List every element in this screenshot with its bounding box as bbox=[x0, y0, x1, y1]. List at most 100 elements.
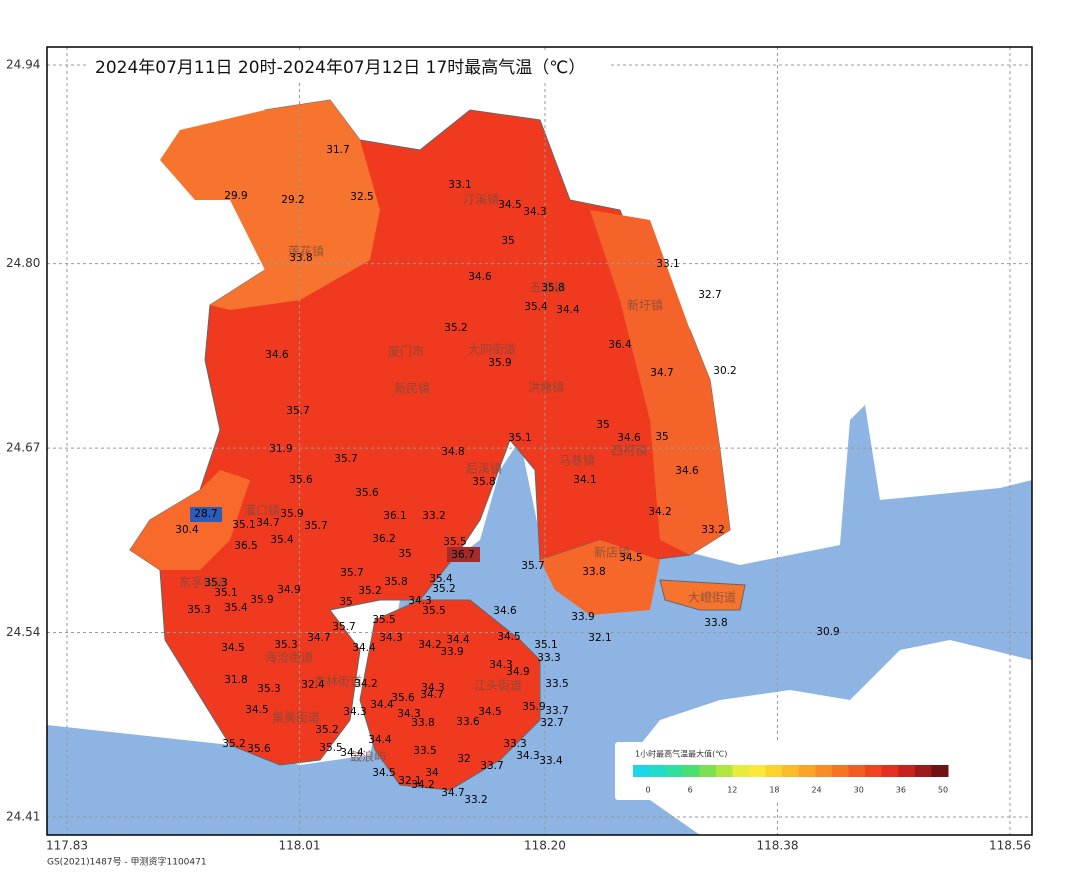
legend-swatch bbox=[865, 765, 883, 777]
place-name: 江头街道 bbox=[474, 679, 522, 693]
y-tick-label: 24.67 bbox=[6, 441, 40, 455]
legend-swatch bbox=[798, 765, 816, 777]
station-value: 35.3 bbox=[274, 639, 297, 651]
legend-tick: 36 bbox=[896, 786, 906, 795]
legend-swatch bbox=[649, 765, 667, 777]
place-name: 新民镇 bbox=[394, 381, 430, 396]
station-value: 33.5 bbox=[545, 678, 568, 690]
station-value: 34.5 bbox=[372, 767, 395, 779]
station-value: 32.1 bbox=[398, 775, 421, 787]
station-value: 34.3 bbox=[516, 750, 539, 762]
station-value: 35.1 bbox=[214, 587, 237, 599]
legend-swatch bbox=[881, 765, 899, 777]
station-value: 32.4 bbox=[301, 679, 325, 691]
station-value: 35.1 bbox=[534, 639, 557, 651]
station-value: 31.7 bbox=[326, 144, 349, 156]
cold-cell bbox=[190, 507, 222, 522]
station-value: 35.7 bbox=[286, 405, 309, 417]
station-value: 35.7 bbox=[334, 453, 357, 465]
station-value: 35.4 bbox=[270, 534, 294, 546]
north-orange bbox=[160, 100, 380, 310]
legend-tick: 50 bbox=[938, 786, 948, 795]
xiamen-island bbox=[359, 599, 541, 791]
station-value: 35 bbox=[339, 596, 352, 608]
station-value: 36.4 bbox=[608, 339, 632, 351]
legend-tick: 18 bbox=[769, 786, 779, 795]
station-value: 35.7 bbox=[340, 567, 363, 579]
place-name: 新圩镇 bbox=[627, 298, 663, 313]
station-value: 35.4 bbox=[224, 602, 248, 614]
legend-swatch bbox=[848, 765, 866, 777]
legend-swatch bbox=[732, 765, 750, 777]
place-name: 集美街道 bbox=[272, 710, 320, 725]
station-value: 35.7 bbox=[521, 560, 544, 572]
station-value: 34.2 bbox=[411, 779, 434, 791]
station-value: 35.2 bbox=[222, 738, 245, 750]
x-tick-label: 118.01 bbox=[279, 839, 321, 853]
station-value: 35.6 bbox=[247, 743, 271, 755]
x-tick-label: 118.20 bbox=[524, 839, 566, 853]
station-value: 34.5 bbox=[619, 552, 642, 564]
station-value: 29.9 bbox=[224, 190, 247, 202]
station-value: 33.7 bbox=[545, 705, 568, 717]
station-value: 34 bbox=[425, 767, 439, 779]
place-name: 五显镇 bbox=[530, 281, 566, 295]
title-bg bbox=[88, 52, 608, 82]
station-value: 34.6 bbox=[675, 465, 699, 477]
station-value: 34.3 bbox=[421, 682, 444, 694]
place-name: 新店镇 bbox=[594, 545, 630, 560]
station-value: 31.9 bbox=[269, 443, 292, 455]
station-value: 33.9 bbox=[440, 646, 463, 658]
station-value: 29.2 bbox=[281, 194, 304, 206]
station-value: 32.7 bbox=[698, 289, 721, 301]
station-value: 35.4 bbox=[524, 301, 548, 313]
station-value: 33.1 bbox=[656, 258, 679, 270]
station-value: 32.1 bbox=[588, 632, 611, 644]
station-value: 33.4 bbox=[539, 755, 563, 767]
station-value: 35.3 bbox=[204, 577, 227, 589]
east-orange bbox=[590, 210, 730, 555]
station-value: 35.1 bbox=[508, 432, 531, 444]
place-name: 马巷镇 bbox=[559, 454, 595, 468]
station-value: 35.9 bbox=[280, 508, 303, 520]
place-name: 莲花镇 bbox=[288, 244, 324, 259]
legend-swatch bbox=[898, 765, 916, 777]
station-value: 35.1 bbox=[232, 519, 255, 531]
place-name: 杏林街道 bbox=[314, 675, 362, 689]
station-value: 35.2 bbox=[444, 322, 467, 334]
station-value: 34.7 bbox=[256, 517, 279, 529]
station-value: 28.7 bbox=[194, 508, 217, 520]
station-value: 34.7 bbox=[420, 689, 443, 701]
station-value: 34.7 bbox=[650, 367, 673, 379]
legend-swatch bbox=[699, 765, 717, 777]
station-value: 34.3 bbox=[408, 595, 431, 607]
station-value: 34.3 bbox=[397, 708, 420, 720]
station-value: 35 bbox=[655, 431, 668, 443]
place-name: 洪塘镇 bbox=[528, 380, 564, 395]
legend-tick: 24 bbox=[811, 786, 821, 795]
station-value: 34.9 bbox=[277, 584, 300, 596]
station-value: 34.4 bbox=[340, 747, 364, 759]
frame bbox=[46, 46, 1033, 836]
station-value: 35.8 bbox=[384, 576, 407, 588]
station-value: 34.5 bbox=[245, 704, 268, 716]
station-value: 34.7 bbox=[307, 632, 330, 644]
station-value: 33.8 bbox=[582, 566, 605, 578]
station-value: 33.8 bbox=[289, 252, 312, 264]
station-value: 34.9 bbox=[506, 666, 529, 678]
station-value: 35.6 bbox=[289, 474, 313, 486]
station-value: 35.9 bbox=[522, 701, 545, 713]
place-name: 海沧街道 bbox=[265, 650, 313, 665]
legend-tick: 12 bbox=[727, 786, 737, 795]
station-value: 35.6 bbox=[355, 487, 379, 499]
legend-tick: 30 bbox=[854, 786, 864, 795]
legend-swatch bbox=[815, 765, 833, 777]
station-value: 33.9 bbox=[571, 611, 594, 623]
legend-swatch bbox=[633, 765, 651, 777]
legend-swatch bbox=[931, 765, 949, 777]
legend-swatch bbox=[765, 765, 783, 777]
legend-swatch bbox=[782, 765, 800, 777]
station-value: 35.8 bbox=[541, 282, 564, 294]
station-value: 35.2 bbox=[315, 724, 338, 736]
station-value: 35.9 bbox=[488, 357, 511, 369]
